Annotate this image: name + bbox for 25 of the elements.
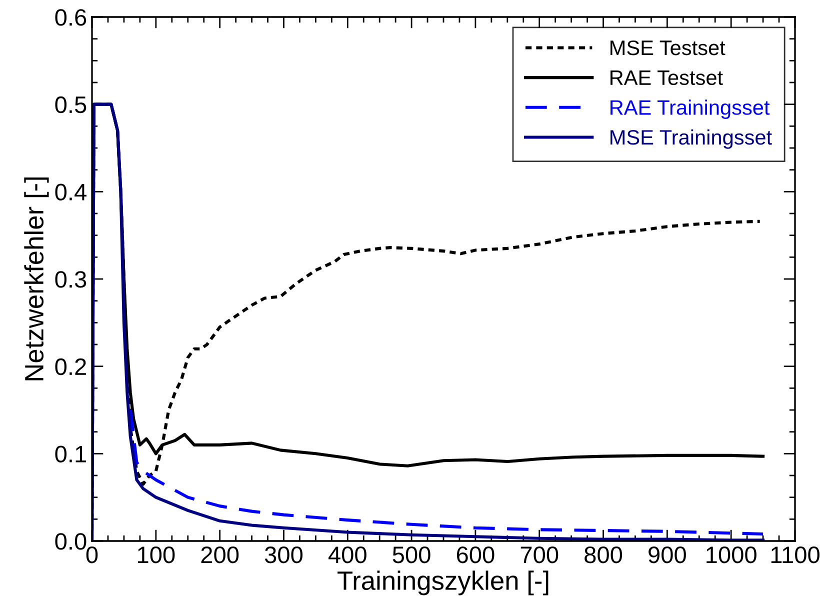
- y-tick-label: 0.5: [55, 96, 86, 114]
- y-tick-label: 0.2: [55, 358, 86, 376]
- x-tick-label: 500: [392, 546, 430, 564]
- x-tick-label: 200: [201, 546, 239, 564]
- y-tick-label: 0.4: [55, 184, 86, 200]
- x-tick-label: 100: [138, 546, 175, 564]
- x-tick-label: 300: [264, 546, 303, 564]
- x-tick-label: 1000: [706, 546, 756, 564]
- y-axis-title: Netzwerkfehler [-]: [24, 177, 49, 380]
- x-tick-label: 1100: [771, 546, 820, 564]
- legend-label: RAE Testset: [610, 70, 723, 86]
- y-tick-label: 0.3: [55, 271, 86, 288]
- legend-label: RAE Trainingsset: [610, 100, 770, 120]
- legend-label: MSE Testset: [610, 40, 726, 56]
- y-tick-label: 0.6: [55, 9, 86, 26]
- x-tick-label: 700: [520, 546, 558, 564]
- x-tick-label: 600: [456, 546, 494, 564]
- x-tick-label: 900: [648, 546, 686, 564]
- x-tick-label: 800: [584, 546, 622, 564]
- y-tick-label: 0.0: [55, 533, 86, 550]
- legend-label: MSE Trainingsset: [610, 129, 772, 149]
- x-axis-title: Trainingszyklen [-]: [338, 570, 548, 596]
- x-tick-label: 400: [328, 546, 366, 564]
- x-tick-label: 0: [86, 546, 98, 564]
- y-tick-label: 0.1: [55, 446, 86, 462]
